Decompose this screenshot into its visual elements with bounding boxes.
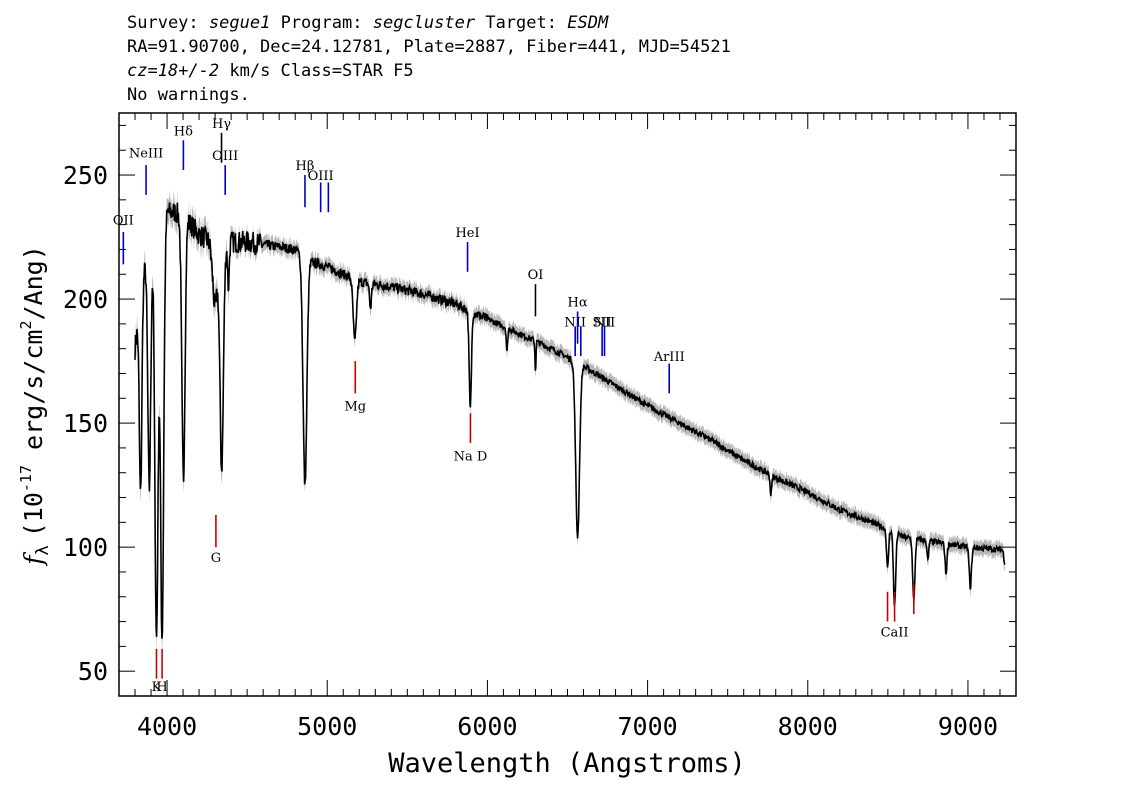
absorption-marker-label: K: [152, 680, 162, 695]
axis-ticks: [118, 113, 1017, 696]
emission-marker-label: NII: [564, 315, 586, 330]
x-tick-label: 5000: [297, 712, 357, 741]
header-line-survey: Survey: segue1 Program: segcluster Targe…: [127, 11, 731, 35]
x-tick-label: 4000: [137, 712, 197, 741]
y-tick-label: 100: [63, 533, 108, 562]
y-label-mid: erg/s/cm: [19, 330, 48, 465]
y-label-lambda: λ: [33, 545, 53, 555]
absorption-marker-label: Na D: [454, 449, 488, 464]
emission-marker-label: SII: [593, 315, 612, 330]
x-tick-label: 6000: [457, 712, 517, 741]
axis-tick-labels: 4000 5000 6000 7000 8000 9000 50 100 150 200 250: [63, 161, 998, 741]
svg-text:fλ(10-17 erg/s/cm2/Ang): fλ (10-17 erg/s/cm2/Ang): [17, 245, 53, 567]
emission-marker-label: OI: [528, 268, 544, 283]
emission-marker-label: HeI: [455, 226, 479, 241]
y-label-open: (10: [19, 492, 48, 537]
y-tick-label: 150: [63, 409, 108, 438]
survey-value: segue1: [208, 13, 271, 33]
target-value: ESDM: [567, 13, 609, 33]
emission-marker-label: NII: [594, 315, 616, 330]
emission-marker-label: Hα: [568, 296, 588, 311]
y-label-exp: -17: [17, 465, 35, 492]
absorption-marker-label: G: [211, 551, 221, 566]
x-axis-label: Wavelength (Angstroms): [388, 748, 746, 779]
plot-area: [134, 190, 1006, 652]
absorption-marker-label: CaII: [881, 625, 909, 640]
y-label-sq: 2: [17, 321, 35, 330]
y-tick-label: 200: [63, 285, 108, 314]
emission-marker-label: OII: [113, 214, 134, 229]
cz-label: cz=: [127, 61, 158, 81]
x-tick-label: 7000: [617, 712, 677, 741]
plot-frame: [118, 112, 1017, 697]
emission-marker-label: Hδ: [174, 124, 193, 139]
emission-marker-label: Hγ: [212, 117, 231, 132]
x-tick-label: 8000: [778, 712, 838, 741]
spectrum-line: [134, 202, 1006, 639]
target-label: Target:: [485, 13, 557, 33]
emission-marker-label: ArIII: [653, 350, 685, 365]
program-value: segcluster: [372, 13, 476, 33]
y-axis-label: fλ (10-17 erg/s/cm2/Ang): [17, 245, 53, 567]
absorption-marker-label: H: [156, 680, 167, 695]
y-tick-label: 250: [63, 161, 108, 190]
survey-label: Survey:: [127, 13, 199, 33]
y-label-f: f: [19, 552, 48, 567]
y-tick-label: 50: [78, 657, 108, 686]
emission-marker-label: OIII: [308, 169, 334, 184]
emission-marker-label: Hβ: [296, 159, 315, 174]
emission-marker-label: NeIII: [129, 147, 163, 162]
absorption-marker-label: Mg: [344, 400, 366, 415]
program-label: Program:: [280, 13, 363, 33]
x-tick-label: 9000: [938, 712, 998, 741]
spectrum-header: Survey: segue1 Program: segcluster Targe…: [127, 11, 731, 107]
header-line-coordinates: RA=91.90700, Dec=24.12781, Plate=2887, F…: [127, 37, 731, 57]
emission-marker-label: OIII: [212, 149, 238, 164]
header-line-redshift: cz=18+/-2 km/s Class=STAR F5: [127, 59, 731, 83]
header-line-warnings: No warnings.: [127, 85, 250, 105]
y-label-tail: /Ang): [19, 245, 48, 320]
class-text: km/s Class=STAR F5: [219, 61, 414, 81]
error-band: [135, 190, 1005, 652]
cz-value: 18+/-2: [157, 61, 220, 81]
